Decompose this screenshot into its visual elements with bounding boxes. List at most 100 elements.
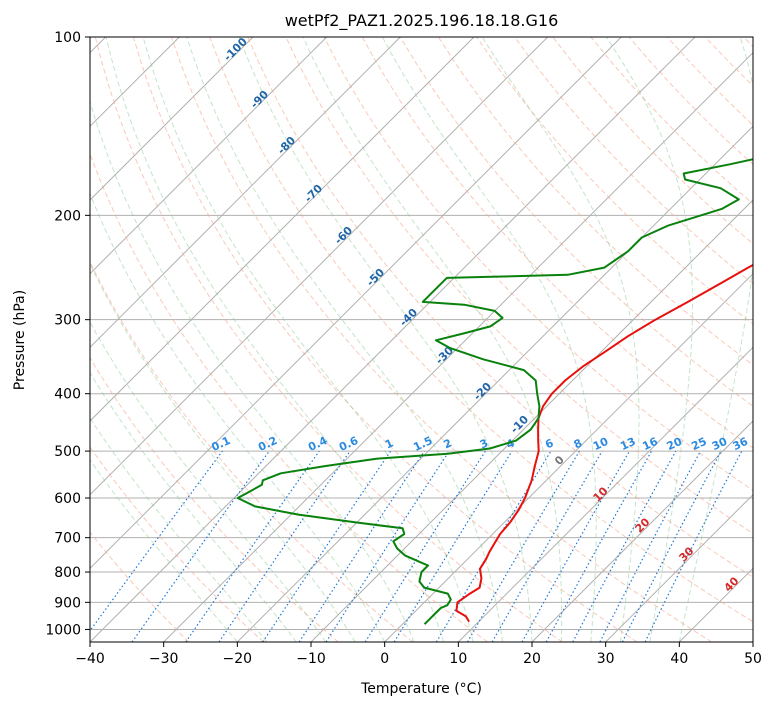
mixing-ratio-line [131, 450, 270, 642]
mixing-ratio-label: 1 [383, 436, 395, 451]
dry-adiabat-label: -30 [433, 344, 456, 367]
isotherm-line [531, 420, 753, 642]
dry-adiabat [323, 37, 753, 491]
mixing-ratio-label: 36 [731, 435, 751, 453]
mixing-ratio-line [298, 450, 425, 642]
dry-adiabat [437, 37, 753, 366]
moist-adiabat-label: 30 [677, 544, 697, 564]
y-tick-label: 200 [54, 208, 81, 224]
moist-adiabat [105, 37, 445, 642]
dry-adiabat [514, 37, 753, 285]
y-tick-label: 1000 [45, 622, 81, 638]
mixing-ratio-line [218, 450, 351, 642]
moist-adiabat [90, 99, 415, 642]
series-layer [236, 158, 753, 625]
y-tick-label: 400 [54, 387, 81, 403]
mixing-ratio-line [262, 450, 392, 642]
mixing-ratio-label: 6 [543, 436, 556, 451]
moist-adiabat [606, 37, 693, 642]
moist-adiabat [90, 192, 386, 642]
thermo-labels-layer: 0.1 0.2 0.4 0.6 1 1.5 2 3 4 6 8 10 13 16 20 25 30 36-100-… [209, 37, 751, 595]
dry-adiabat [399, 37, 753, 407]
temperature-profile-line [455, 263, 753, 623]
mixing-ratio-label: 25 [689, 435, 708, 453]
dry-adiabat [90, 531, 190, 642]
mixing-ratio-label: 20 [665, 435, 685, 453]
x-tick-label: −10 [296, 651, 326, 667]
mixing-ratio-line [90, 450, 223, 632]
x-tick-label: 10 [449, 651, 467, 667]
isotherm-line [605, 493, 753, 642]
y-tick-label: 600 [54, 491, 81, 507]
dry-adiabat-label: -20 [471, 380, 494, 403]
dry-adiabat [209, 37, 753, 623]
moist-adiabat [238, 37, 533, 642]
moist-adiabat [90, 459, 238, 642]
y-tick-label: 700 [54, 531, 81, 547]
chart-title: wetPf2_PAZ1.2025.196.18.18.G16 [285, 11, 559, 31]
dry-adiabat-label: -90 [248, 88, 271, 111]
isotherm-line [90, 37, 328, 275]
dry-adiabat-label: -60 [332, 224, 355, 247]
thermo-lines-layer [90, 37, 753, 642]
dry-adiabat [90, 446, 264, 642]
mixing-ratio-line [325, 450, 450, 642]
y-axis-label: Pressure (hPa) [12, 290, 28, 390]
dry-adiabat [285, 37, 753, 535]
x-tick-label: 30 [597, 651, 615, 667]
mixing-ratio-label: 2 [442, 436, 454, 451]
dry-adiabat [90, 356, 339, 642]
mixing-ratio-line [644, 450, 743, 642]
y-tick-label: 300 [54, 313, 81, 329]
mixing-ratio-line [572, 450, 677, 642]
x-tick-label: 40 [670, 651, 688, 667]
y-tick-label: 900 [54, 595, 81, 611]
isotherm-line [236, 125, 753, 642]
x-tick-label: 0 [380, 651, 389, 667]
isotherm-line [384, 272, 753, 642]
isotherm-line [163, 51, 753, 642]
moist-adiabat [481, 37, 640, 642]
dry-adiabat [132, 37, 638, 642]
moist-adiabat [90, 262, 356, 642]
mixing-ratio-label: 13 [618, 435, 637, 453]
moist-adiabat-label: 0 [552, 453, 567, 468]
mixing-ratio-line [521, 450, 631, 642]
isotherm-line [90, 37, 401, 349]
moist-adiabat-label: 40 [722, 574, 742, 594]
moist-adiabat [381, 37, 597, 642]
y-tick-label: 100 [54, 30, 81, 46]
isotherm-line [457, 346, 753, 642]
dry-adiabat [90, 152, 488, 642]
moist-adiabat [90, 417, 268, 642]
y-axis: 100 200 300 400 500 600 700 800 900 1000 [45, 30, 90, 638]
dry-adiabat [247, 37, 753, 578]
dry-adiabat [361, 37, 753, 449]
x-tick-label: −40 [75, 651, 105, 667]
mixing-ratio-line [393, 450, 513, 642]
dry-adiabat [90, 260, 414, 642]
isotherm-line [752, 641, 753, 642]
y-tick-label: 800 [54, 565, 81, 581]
moist-adiabat [186, 37, 503, 642]
moist-adiabat-label: 10 [591, 484, 611, 504]
isotherm-line [90, 37, 254, 201]
dry-adiabat-label: -40 [397, 306, 420, 329]
grid-layer [90, 37, 753, 642]
mixing-ratio-line [466, 450, 580, 642]
dry-adiabat-label: -70 [302, 182, 325, 205]
mixing-ratio-label: 30 [710, 435, 730, 453]
x-tick-label: 50 [744, 651, 762, 667]
isotherm-line [90, 37, 475, 422]
x-axis: −40 −30 −20 −10 0 10 20 30 40 50 [75, 642, 762, 667]
mixing-ratio-line [545, 450, 653, 642]
dry-adiabat [743, 37, 753, 48]
mixing-ratio-line [185, 450, 320, 642]
plot-area: 0.1 0.2 0.4 0.6 1 1.5 2 3 4 6 8 10 13 16 20 25 30 36-100-… [90, 37, 753, 642]
isotherm-line [90, 37, 549, 496]
mixing-ratio-label: 16 [640, 435, 660, 453]
plot-frame [89, 36, 754, 643]
y-tick-label: 500 [54, 444, 81, 460]
x-tick-label: −20 [223, 651, 253, 667]
x-axis-label: Temperature (°C) [360, 681, 482, 697]
